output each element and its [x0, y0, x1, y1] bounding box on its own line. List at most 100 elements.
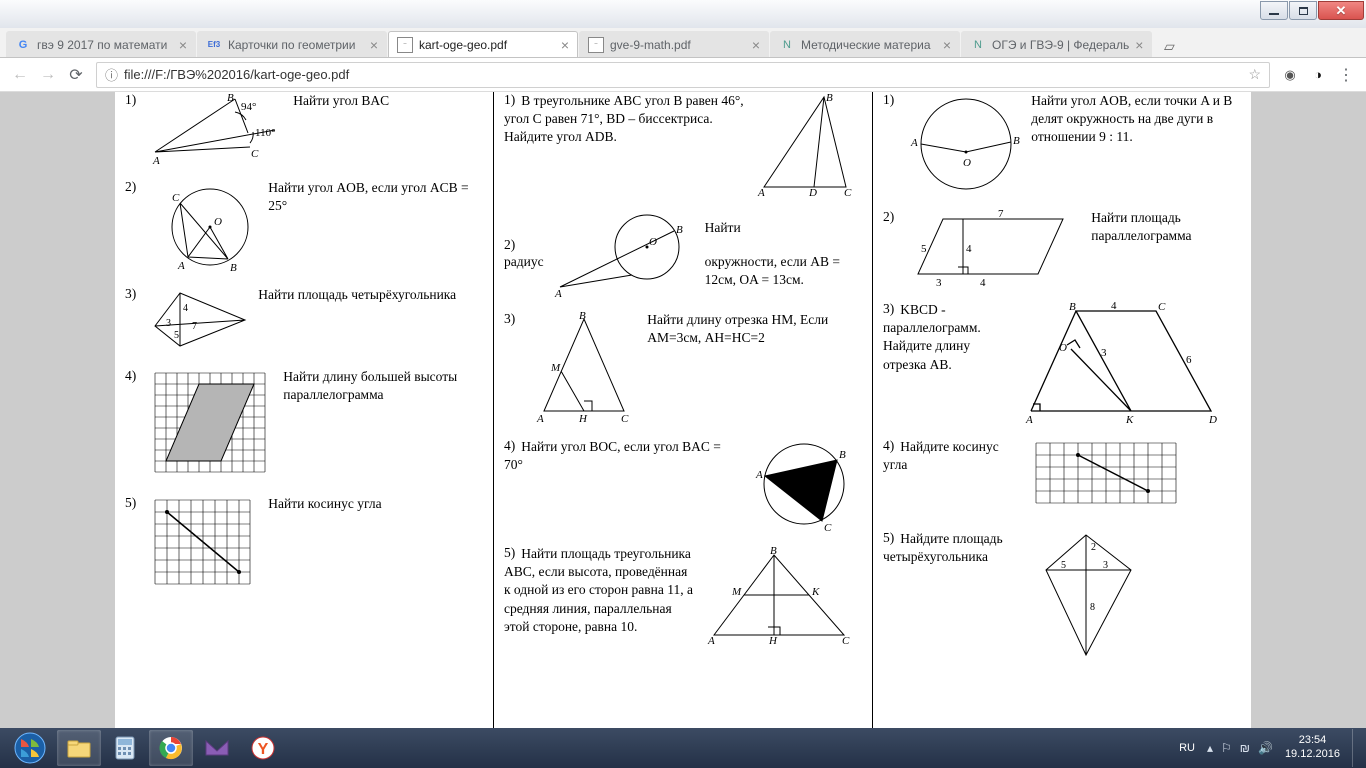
task-text: Найти угол AOB, если угол ACB = 25°: [268, 179, 483, 215]
svg-text:B: B: [770, 545, 777, 557]
task-text: Найти длину большей высоты параллелограм…: [283, 368, 483, 404]
back-button[interactable]: ←: [6, 61, 34, 89]
page-info-icon[interactable]: ⓘ: [105, 65, 118, 84]
pdf-viewport[interactable]: Карточка 4Я ЗНАЮ ГЕОМЕТРИЮ 1) A B C 94° …: [0, 92, 1366, 728]
task-number: 1): [504, 92, 515, 108]
diagram-c6-5: 2 5 3 8: [1031, 530, 1146, 660]
tab-close-icon[interactable]: ×: [179, 38, 187, 52]
task-number: 4): [504, 438, 515, 454]
svg-text:D: D: [808, 187, 817, 197]
tab-2-active[interactable]: ⎯ kart-oge-geo.pdf ×: [388, 31, 578, 57]
tray-show-hidden-icon[interactable]: ▴: [1207, 741, 1213, 755]
svg-text:5: 5: [1061, 560, 1066, 571]
card-4: Карточка 4Я ЗНАЮ ГЕОМЕТРИЮ 1) A B C 94° …: [115, 92, 493, 728]
reload-button[interactable]: ⟳: [62, 61, 90, 89]
svg-text:O: O: [649, 236, 657, 248]
tab-1[interactable]: Ef3 Карточки по геометрии ×: [197, 31, 387, 57]
diagram-c4-1: A B C 94° 110°: [150, 92, 285, 167]
tab-favicon: N: [779, 37, 795, 53]
diagram-c5-2: O A B: [552, 209, 697, 299]
forward-button[interactable]: →: [34, 61, 62, 89]
diagram-c4-2: C O A B: [150, 179, 260, 274]
svg-text:A: A: [910, 137, 918, 149]
task-text: Найти площадь параллелограмма: [1091, 209, 1241, 245]
tab-0[interactable]: G гвэ 9 2017 по математи ×: [6, 31, 196, 57]
task-number: 2): [883, 209, 894, 225]
diagram-c4-5: [150, 495, 260, 595]
diagram-c5-1: A B C D: [754, 92, 854, 197]
svg-text:o: o: [806, 485, 811, 496]
task-text: Найдите площадь четырёхугольника: [883, 531, 1003, 564]
tray-network-icon[interactable]: ₪: [1240, 741, 1250, 755]
input-lang[interactable]: RU: [1179, 742, 1195, 754]
tab-3[interactable]: ⎯ gve-9-math.pdf ×: [579, 31, 769, 57]
task-text: Найти площадь треугольника ABC, если выс…: [504, 546, 693, 634]
svg-text:D: D: [1208, 414, 1217, 426]
tab-favicon-pdf: ⎯: [588, 37, 604, 53]
svg-text:7: 7: [192, 321, 197, 332]
svg-text:O: O: [214, 216, 222, 228]
task-text: В треугольнике ABC угол B равен 46°, уго…: [504, 93, 744, 144]
tab-title: гвэ 9 2017 по математи: [37, 38, 173, 52]
svg-text:M: M: [731, 586, 742, 598]
address-bar: ← → ⟳ ⓘ file:///F:/ГВЭ%202016/kart-oge-g…: [0, 58, 1366, 92]
new-tab-button[interactable]: ▱: [1157, 35, 1181, 57]
taskbar-clock[interactable]: 23:54 19.12.2016: [1277, 734, 1348, 762]
window-close-button[interactable]: ✕: [1318, 1, 1364, 20]
task-number: 2): [125, 179, 136, 195]
chrome-menu-button[interactable]: ⋮: [1336, 65, 1356, 85]
tab-close-icon[interactable]: ×: [561, 38, 569, 52]
url-text: file:///F:/ГВЭ%202016/kart-oge-geo.pdf: [124, 67, 1242, 82]
svg-text:A: A: [152, 155, 160, 167]
window-minimize-button[interactable]: [1260, 1, 1288, 20]
extension-icon-eye[interactable]: ◉: [1280, 65, 1300, 85]
svg-text:4: 4: [980, 277, 986, 289]
taskbar-app-purple[interactable]: [195, 730, 239, 766]
svg-text:C: C: [1158, 301, 1166, 313]
taskbar-chrome[interactable]: [149, 730, 193, 766]
task-text: окружности, если AB = 12см, OA = 13см.: [705, 254, 840, 287]
svg-text:K: K: [811, 586, 820, 598]
svg-text:O: O: [1059, 342, 1067, 354]
tab-4[interactable]: N Методические материа ×: [770, 31, 960, 57]
tab-close-icon[interactable]: ×: [752, 38, 760, 52]
task-text: Найдите косинус угла: [883, 439, 999, 472]
tab-close-icon[interactable]: ×: [943, 38, 951, 52]
task-number: 3): [125, 286, 136, 302]
window-maximize-button[interactable]: [1289, 1, 1317, 20]
diagram-c4-3: 4 3 5 7: [150, 286, 250, 356]
task-number: 4): [883, 438, 894, 454]
svg-text:4: 4: [183, 303, 188, 314]
task-text: KBCD - параллелограмм. Найдите длину отр…: [883, 302, 981, 372]
taskbar-calc[interactable]: [103, 730, 147, 766]
start-button[interactable]: [5, 730, 55, 766]
omnibox[interactable]: ⓘ file:///F:/ГВЭ%202016/kart-oge-geo.pdf…: [96, 62, 1270, 88]
svg-text:4: 4: [1111, 301, 1117, 312]
task-number: 3): [883, 301, 894, 317]
task-number: 1): [125, 92, 136, 108]
tab-strip: G гвэ 9 2017 по математи × Ef3 Карточки …: [0, 28, 1366, 58]
show-desktop-button[interactable]: [1352, 729, 1360, 767]
tray-flag-icon[interactable]: ⚐: [1221, 741, 1232, 755]
tab-close-icon[interactable]: ×: [1135, 38, 1143, 52]
task-number: 3): [504, 311, 515, 327]
svg-text:3: 3: [1103, 560, 1108, 571]
svg-text:B: B: [676, 224, 683, 236]
diagram-c6-3: B C A K D O 4 3 6: [1021, 301, 1221, 426]
bookmark-star-icon[interactable]: ☆: [1248, 66, 1261, 83]
diagram-c4-4: [150, 368, 275, 483]
svg-text:A: A: [757, 187, 765, 197]
taskbar-explorer[interactable]: [57, 730, 101, 766]
svg-text:8: 8: [1090, 602, 1095, 613]
task-text: Найти: [705, 220, 741, 235]
svg-text:C: C: [621, 413, 629, 425]
taskbar-yandex[interactable]: Y: [241, 730, 285, 766]
tab-5[interactable]: N ОГЭ и ГВЭ-9 | Федераль ×: [961, 31, 1152, 57]
svg-text:C: C: [824, 522, 832, 533]
svg-text:C: C: [251, 148, 259, 160]
tab-close-icon[interactable]: ×: [370, 38, 378, 52]
window-titlebar: ✕: [0, 0, 1366, 28]
tray-volume-icon[interactable]: 🔊: [1258, 741, 1273, 755]
extension-icon-dark[interactable]: ◑: [1308, 65, 1328, 85]
tab-title: ОГЭ и ГВЭ-9 | Федераль: [992, 38, 1129, 52]
